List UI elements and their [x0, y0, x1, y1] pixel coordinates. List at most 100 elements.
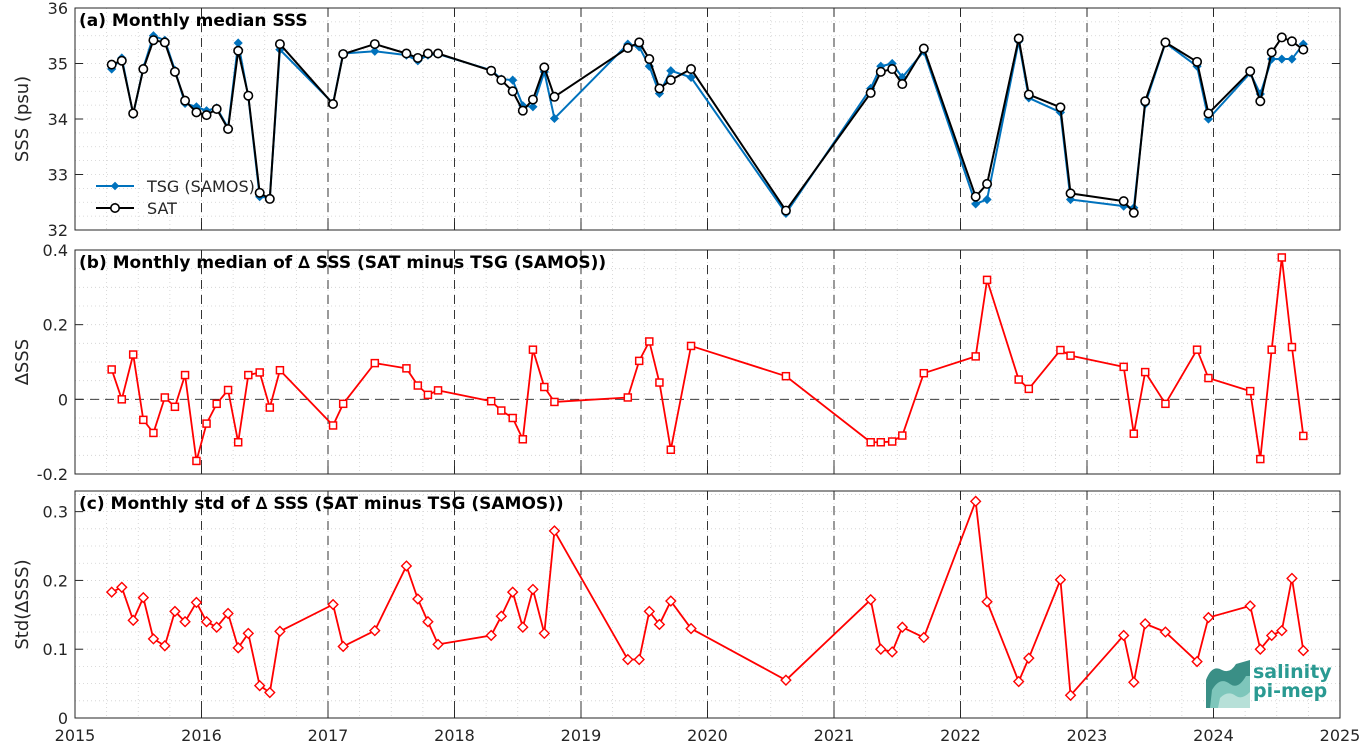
- panel-0: 32 33 34 35 36 SSS (psu) (a) Monthly median SS…: [12, 0, 1341, 240]
- data-point: [866, 438, 875, 447]
- data-point: [865, 87, 876, 98]
- data-point: [666, 66, 676, 76]
- data-point: [147, 633, 160, 645]
- data-point: [264, 686, 276, 699]
- legend-marker-sat: [110, 203, 121, 214]
- data-point: [210, 621, 223, 633]
- data-point: [1191, 655, 1203, 668]
- data-point: [898, 431, 907, 440]
- data-point: [497, 406, 506, 415]
- data-point: [337, 640, 349, 653]
- data-point: [982, 178, 993, 189]
- x-tick-label: 2020: [687, 726, 728, 745]
- data-point: [1140, 367, 1150, 377]
- data-point: [244, 370, 253, 380]
- data-point: [180, 370, 190, 380]
- y-tick-label: 0: [58, 709, 68, 728]
- legend-label-sat: SAT: [147, 199, 177, 218]
- data-point: [128, 350, 138, 359]
- data-point: [550, 397, 559, 407]
- data-point: [401, 48, 412, 59]
- data-point: [969, 495, 982, 508]
- data-point: [517, 105, 528, 116]
- y-tick-label: 34: [48, 110, 68, 129]
- data-point: [190, 596, 203, 609]
- data-point: [1064, 689, 1077, 702]
- data-point: [170, 402, 180, 412]
- panel-title: (b) Monthly median of ∆ SSS (SAT minus T…: [79, 253, 606, 273]
- legend: TSG (SAMOS) SAT: [96, 177, 255, 218]
- data-point: [507, 86, 518, 97]
- data-point: [412, 52, 423, 63]
- data-point: [412, 593, 424, 605]
- data-point: [1244, 600, 1256, 612]
- data-point: [1139, 617, 1151, 630]
- data-point: [116, 581, 128, 594]
- y-tick-label: 33: [48, 166, 68, 185]
- data-point: [274, 625, 286, 638]
- data-point: [1204, 373, 1213, 383]
- data-point: [127, 614, 139, 627]
- data-point: [159, 37, 170, 48]
- y-tick-label: 0.1: [43, 640, 68, 659]
- y-tick-label: 36: [48, 0, 68, 18]
- data-point: [981, 595, 993, 608]
- data-point: [528, 345, 538, 354]
- data-point: [433, 386, 443, 395]
- data-point: [1023, 652, 1035, 664]
- y-tick-label: 0.2: [43, 571, 68, 590]
- x-tick-label: 2023: [1067, 726, 1108, 745]
- data-point: [528, 102, 538, 112]
- y-axis-label: Std(∆SSS): [12, 559, 33, 649]
- data-point: [887, 64, 898, 75]
- data-point: [432, 638, 444, 651]
- data-point: [1192, 345, 1202, 354]
- y-axis-label: ∆SSS: [12, 339, 33, 386]
- data-point: [1202, 611, 1215, 624]
- y-tick-label: 32: [48, 221, 68, 240]
- data-point: [233, 438, 243, 447]
- data-point: [202, 419, 211, 428]
- data-point: [971, 199, 981, 209]
- data-point: [169, 66, 180, 77]
- logo-text-line1: salinity: [1253, 661, 1332, 683]
- x-tick-label: 2015: [55, 726, 96, 745]
- data-point: [623, 393, 633, 402]
- data-point: [1276, 32, 1287, 43]
- data-point: [1023, 89, 1034, 100]
- y-tick-label: 0.2: [43, 316, 68, 335]
- data-point: [496, 75, 507, 86]
- data-point: [622, 653, 634, 666]
- data-point: [160, 393, 170, 402]
- data-point: [274, 39, 285, 50]
- logo-text-line2: pi-mep: [1253, 680, 1327, 702]
- y-tick-label: 0: [58, 390, 68, 409]
- data-point: [328, 99, 339, 110]
- x-tick-label: 2017: [308, 726, 349, 745]
- data-point: [887, 437, 897, 446]
- data-point: [918, 631, 930, 644]
- data-point: [243, 90, 254, 101]
- data-point: [864, 593, 877, 606]
- data-point: [506, 586, 519, 598]
- data-point: [212, 399, 221, 409]
- data-point: [192, 456, 201, 466]
- data-point: [1256, 454, 1265, 464]
- data-point: [508, 75, 518, 85]
- x-tick-label: 2024: [1193, 726, 1234, 745]
- data-point: [644, 54, 655, 65]
- data-point: [233, 38, 243, 48]
- data-point: [233, 45, 244, 56]
- data-point: [1266, 47, 1277, 58]
- data-point: [780, 674, 792, 686]
- data-point: [540, 382, 549, 392]
- data-point: [1192, 56, 1203, 67]
- data-point: [148, 35, 159, 46]
- data-point: [645, 337, 654, 346]
- data-point: [139, 415, 148, 425]
- x-tick-label: 2018: [434, 726, 475, 745]
- y-tick-label: 0.3: [43, 503, 68, 522]
- data-point: [971, 352, 980, 361]
- data-point: [1287, 54, 1297, 64]
- data-point: [1265, 629, 1278, 642]
